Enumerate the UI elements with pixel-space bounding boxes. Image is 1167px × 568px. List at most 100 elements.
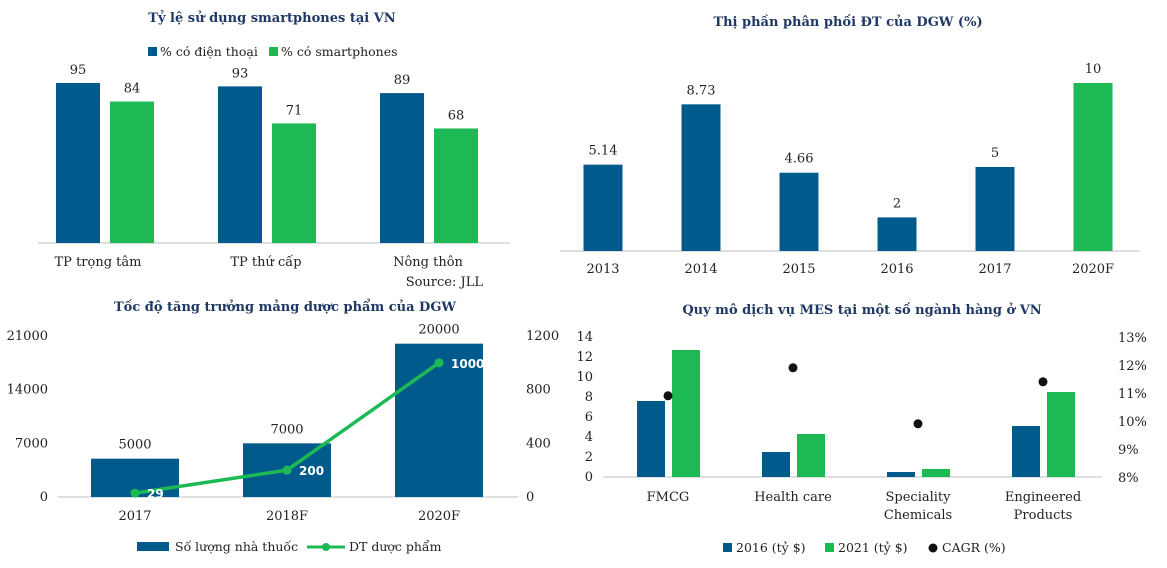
chart4-title: Quy mô dịch vụ MES tại một số ngành hàng… <box>682 302 1041 318</box>
chart4-category-label-line2: Chemicals <box>884 508 952 523</box>
chart4-legend-marker-cagr <box>928 543 938 553</box>
chart2-category-label: 2016 <box>880 262 913 277</box>
chart4-y-right-tick: 12% <box>1118 359 1147 374</box>
chart4-cagr-marker <box>1038 377 1048 387</box>
chart4-bar <box>637 401 665 477</box>
chart4-y-right-tick: 10% <box>1118 415 1147 430</box>
chart4-y-right-tick: 11% <box>1118 387 1147 402</box>
chart4-y-left-tick: 10 <box>576 370 593 385</box>
chart4-category-label: Speciality <box>886 490 952 505</box>
chart-smartphone-usage: Tỷ lệ sử dụng smartphones tại VN % có đi… <box>38 10 510 290</box>
chart3-y-left-tick: 21000 <box>7 329 48 344</box>
chart1-category-label: TP thứ cấp <box>230 254 301 270</box>
chart3-y-right-tick: 1200 <box>526 329 559 344</box>
chart3-data-label: 20000 <box>418 323 459 338</box>
chart3-y-right-tick: 800 <box>526 383 551 398</box>
chart3-legend-marker-revenue <box>322 543 330 551</box>
chart2-bar <box>583 164 623 251</box>
chart4-legend-2016: 2016 (tỷ $) <box>736 540 806 555</box>
chart4-cagr-marker <box>788 363 798 373</box>
chart2-data-label: 8.73 <box>687 83 716 98</box>
chart4-bar <box>762 452 790 477</box>
chart1-bar <box>380 93 424 244</box>
chart3-legend-swatch-pharmacies <box>137 542 169 551</box>
chart2-category-label: 2014 <box>684 262 717 277</box>
chart3-data-label: 7000 <box>270 422 303 437</box>
chart3-category-label: 2017 <box>118 509 151 524</box>
chart4-category-label: Engineered <box>1005 490 1081 505</box>
chart3-y-right-tick: 400 <box>526 436 551 451</box>
chart4-y-right-tick: 13% <box>1118 331 1147 346</box>
chart4-cagr-marker <box>663 391 673 401</box>
chart3-data-label: 5000 <box>118 438 151 453</box>
chart-mes-market: Quy mô dịch vụ MES tại một số ngành hàng… <box>576 302 1146 555</box>
chart2-bar <box>779 172 819 251</box>
chart2-bar <box>877 217 917 251</box>
chart2-category-label: 2013 <box>586 262 619 277</box>
chart3-legend-revenue: DT dược phẩm <box>349 539 442 554</box>
chart4-bar <box>1012 426 1040 477</box>
chart2-category-label: 2020F <box>1072 262 1114 277</box>
chart3-line-marker <box>130 488 140 498</box>
chart2-data-label: 2 <box>893 196 901 211</box>
chart4-y-left-tick: 6 <box>585 410 593 425</box>
chart4-y-right-tick: 8% <box>1118 471 1139 486</box>
chart2-bar <box>975 167 1015 251</box>
chart3-y-left-tick: 0 <box>40 490 48 505</box>
chart3-legend-pharmacies: Số lượng nhà thuốc <box>175 539 298 554</box>
chart1-category-label: TP trọng tâm <box>55 255 142 270</box>
chart4-y-left-tick: 2 <box>585 450 593 465</box>
chart4-bar <box>887 472 915 477</box>
chart1-data-label: 93 <box>232 66 249 81</box>
chart3-line-data-label: 29 <box>147 487 164 501</box>
chart4-bar <box>797 434 825 477</box>
chart1-source: Source: JLL <box>406 275 484 290</box>
chart4-legend-swatch-2021 <box>825 543 834 552</box>
chart4-y-right-tick: 9% <box>1118 443 1139 458</box>
chart3-y-right-tick: 0 <box>526 490 534 505</box>
chart1-data-label: 89 <box>394 73 411 88</box>
chart4-category-label-line2: Products <box>1014 508 1073 523</box>
chart4-y-left-tick: 12 <box>576 350 593 365</box>
chart3-category-label: 2020F <box>418 509 460 524</box>
chart4-legend-cagr: CAGR (%) <box>942 540 1006 555</box>
chart1-legend-smartphone: % có smartphones <box>281 44 398 59</box>
chart2-category-label: 2015 <box>782 262 815 277</box>
chart3-y-left-tick: 14000 <box>7 383 48 398</box>
chart3-line-marker <box>282 465 292 475</box>
chart1-bar <box>272 123 316 243</box>
chart4-category-label: FMCG <box>647 490 690 505</box>
chart4-legend-swatch-2016 <box>723 543 732 552</box>
chart3-title: Tốc độ tăng trưởng mảng dược phẩm của DG… <box>114 299 456 315</box>
chart4-y-left-tick: 0 <box>585 470 593 485</box>
chart1-title: Tỷ lệ sử dụng smartphones tại VN <box>148 10 396 26</box>
chart2-bar <box>681 104 721 251</box>
chart2-data-label: 5 <box>991 146 999 161</box>
chart2-category-label: 2017 <box>978 262 1011 277</box>
chart4-y-left-tick: 8 <box>585 390 593 405</box>
chart3-line-marker <box>434 358 444 368</box>
chart3-category-label: 2018F <box>266 509 308 524</box>
chart3-line-data-label: 1000 <box>451 357 484 371</box>
chart-dgw-share: Thị phần phân phối ĐT của DGW (%) 5.14 20… <box>560 14 1140 277</box>
chart2-data-label: 10 <box>1085 62 1102 77</box>
chart1-bar <box>434 128 478 243</box>
chart4-bar <box>672 350 700 477</box>
chart-pharma-growth: Tốc độ tăng trưởng mảng dược phẩm của DG… <box>7 299 559 554</box>
chart1-data-label: 71 <box>286 103 303 118</box>
chart3-y-left-tick: 7000 <box>15 436 48 451</box>
chart1-bar <box>110 101 154 244</box>
chart2-bar <box>1073 83 1113 251</box>
chart1-data-label: 68 <box>448 108 465 123</box>
chart1-data-label: 84 <box>124 82 141 97</box>
chart4-y-left-tick: 14 <box>576 330 593 345</box>
chart2-title: Thị phần phân phối ĐT của DGW (%) <box>713 14 982 30</box>
chart3-bar <box>395 343 483 497</box>
chart4-cagr-marker <box>913 419 923 429</box>
chart3-line-data-label: 200 <box>299 464 324 478</box>
chart1-legend-swatch-phone <box>148 47 157 56</box>
chart1-bar <box>218 86 262 243</box>
chart2-data-label: 4.66 <box>785 152 814 167</box>
chart1-bar <box>56 83 100 243</box>
